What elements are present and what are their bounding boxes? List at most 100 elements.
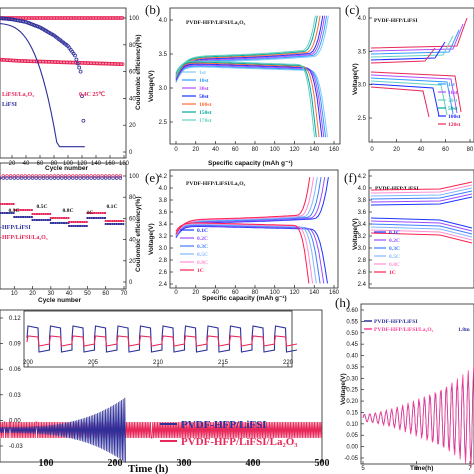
d-cap-red xyxy=(81,221,84,223)
d-cap-blue xyxy=(28,216,31,218)
panel-b-yticks: 4.0 3.5 3.0 2.5 xyxy=(159,18,173,126)
a-xtick: 20 xyxy=(9,161,16,167)
d-cap-red xyxy=(117,220,120,222)
d-ce-point xyxy=(82,174,86,178)
d-cap-blue xyxy=(49,219,52,221)
d-cap-blue xyxy=(115,223,118,225)
d-cap-blue xyxy=(44,219,47,221)
a-series-0-point xyxy=(118,16,123,20)
b-charge-3 xyxy=(175,15,324,80)
a-xtick: 140 xyxy=(91,161,102,167)
d-cap-red xyxy=(109,220,112,222)
xlabel-a: Cycle number xyxy=(45,165,88,172)
legend-d-1: -HFP/LiFSI xyxy=(0,225,31,231)
d-ce-point xyxy=(19,174,24,178)
d-cap-blue xyxy=(49,222,52,224)
a-series-2-point xyxy=(78,69,83,74)
panel-h-lines xyxy=(362,366,474,468)
h-ytick: 0.05 xyxy=(346,433,358,439)
panel-b-xticks: 0 20 40 60 80 100 120 140 160 xyxy=(174,141,340,153)
plot-frame-a xyxy=(0,7,127,159)
d-ytick: 60 xyxy=(129,216,136,222)
c-xtick: 0 xyxy=(370,147,374,153)
f-discharge-2 xyxy=(370,223,473,235)
a-series-2-point xyxy=(73,53,77,58)
panel-label-f: (f) xyxy=(344,170,357,185)
e-ytick: 3.2 xyxy=(159,234,168,240)
legend-d-2: -HFP/LiFSI/La₂O₃ xyxy=(0,235,48,241)
d-cap-red xyxy=(38,213,41,215)
d-cap-blue xyxy=(113,223,116,225)
d-cap-red xyxy=(106,220,109,222)
annotation-h: 1.8m xyxy=(458,327,470,333)
f-ytick: 3.2 xyxy=(358,234,367,240)
h-ytick: 0.20 xyxy=(346,399,358,405)
e-legend-label: 0.3C xyxy=(197,244,208,250)
annotation-a: 0.4C 25℃ xyxy=(79,91,105,98)
f-ytick: 4.0 xyxy=(358,186,367,192)
d-ce-point-2 xyxy=(78,176,82,180)
a-capacity-line xyxy=(0,23,85,148)
d-cap-blue xyxy=(58,222,61,224)
e-legend-label: 0.5C xyxy=(197,252,208,258)
d-cap-red xyxy=(67,217,70,219)
d-cap-red xyxy=(104,220,107,222)
f-ytick: 2.6 xyxy=(358,270,367,276)
d-cap-red xyxy=(1,203,4,205)
d-ce-point xyxy=(103,174,108,178)
f-legend-label: 0.5C xyxy=(389,254,400,260)
e-ytick: 4.2 xyxy=(159,174,168,180)
g-inset-xtick: 210 xyxy=(153,360,164,366)
h-ytick: 0.30 xyxy=(346,376,358,382)
panel-g-lines xyxy=(0,397,323,463)
d-cap-blue xyxy=(3,212,6,214)
g-inset-xtick: 215 xyxy=(218,360,229,366)
a-series-2-point xyxy=(81,118,86,123)
d-cap-blue xyxy=(85,225,88,227)
d-cap-red xyxy=(28,209,31,211)
d-ce-point xyxy=(56,174,60,178)
b-ytick: 4.0 xyxy=(159,18,168,24)
d-ce-point xyxy=(5,174,9,178)
panel-g-xticks: 100 200 300 400 500 xyxy=(39,458,330,469)
a-series-2-point xyxy=(75,61,80,66)
panel-h-yticks: 0.60 0.55 0.50 0.45 0.40 0.35 0.30 0.25 0.20 0.15… xyxy=(344,308,364,462)
d-cap-blue xyxy=(72,225,75,227)
h-ytick: 0.40 xyxy=(346,354,358,360)
d-ce-point xyxy=(23,174,28,178)
plot-frame-c xyxy=(368,7,474,143)
a-ytick: 100 xyxy=(129,16,140,22)
c-xtick: 80 xyxy=(467,147,474,153)
f-charge-2 xyxy=(370,190,473,200)
e-legend-label: 0.2C xyxy=(197,236,208,242)
d-ce-point-2 xyxy=(118,176,123,180)
d-cap-blue xyxy=(103,217,106,219)
d-cap-blue xyxy=(104,223,107,225)
d-cap-red xyxy=(26,209,29,211)
inset-frame-g xyxy=(23,310,293,368)
d-ce-point xyxy=(74,174,79,178)
d-cap-blue xyxy=(35,219,38,221)
d-ce-point-2 xyxy=(49,176,53,180)
h-series-pink xyxy=(362,366,474,468)
e-legend-label: 0.8C xyxy=(197,260,208,266)
panel-f-legend: 0.1C 0.2C 0.3C 0.5C 0.8C 1C xyxy=(374,230,400,276)
f-discharge-3 xyxy=(370,226,473,238)
c-discharge-1 xyxy=(370,74,458,114)
panel-label-e: (e) xyxy=(145,170,159,185)
f-charge-3 xyxy=(370,187,473,197)
d-xtick: 60 xyxy=(102,291,109,297)
b-ytick: 3.5 xyxy=(159,52,168,58)
d-ce-point-2 xyxy=(34,176,38,180)
d-ytick: 80 xyxy=(129,195,136,201)
d-cap-red xyxy=(49,213,52,215)
d-ce-point xyxy=(30,174,35,178)
f-legend-label: 0.8C xyxy=(389,262,400,268)
h-xtick: 7 xyxy=(468,466,472,472)
d-ce-point-2 xyxy=(27,176,31,180)
d-xtick: 50 xyxy=(84,291,91,297)
d-cap-red xyxy=(115,220,118,222)
d-ce-point-2 xyxy=(71,176,75,180)
c-discharge-4 xyxy=(370,83,440,117)
